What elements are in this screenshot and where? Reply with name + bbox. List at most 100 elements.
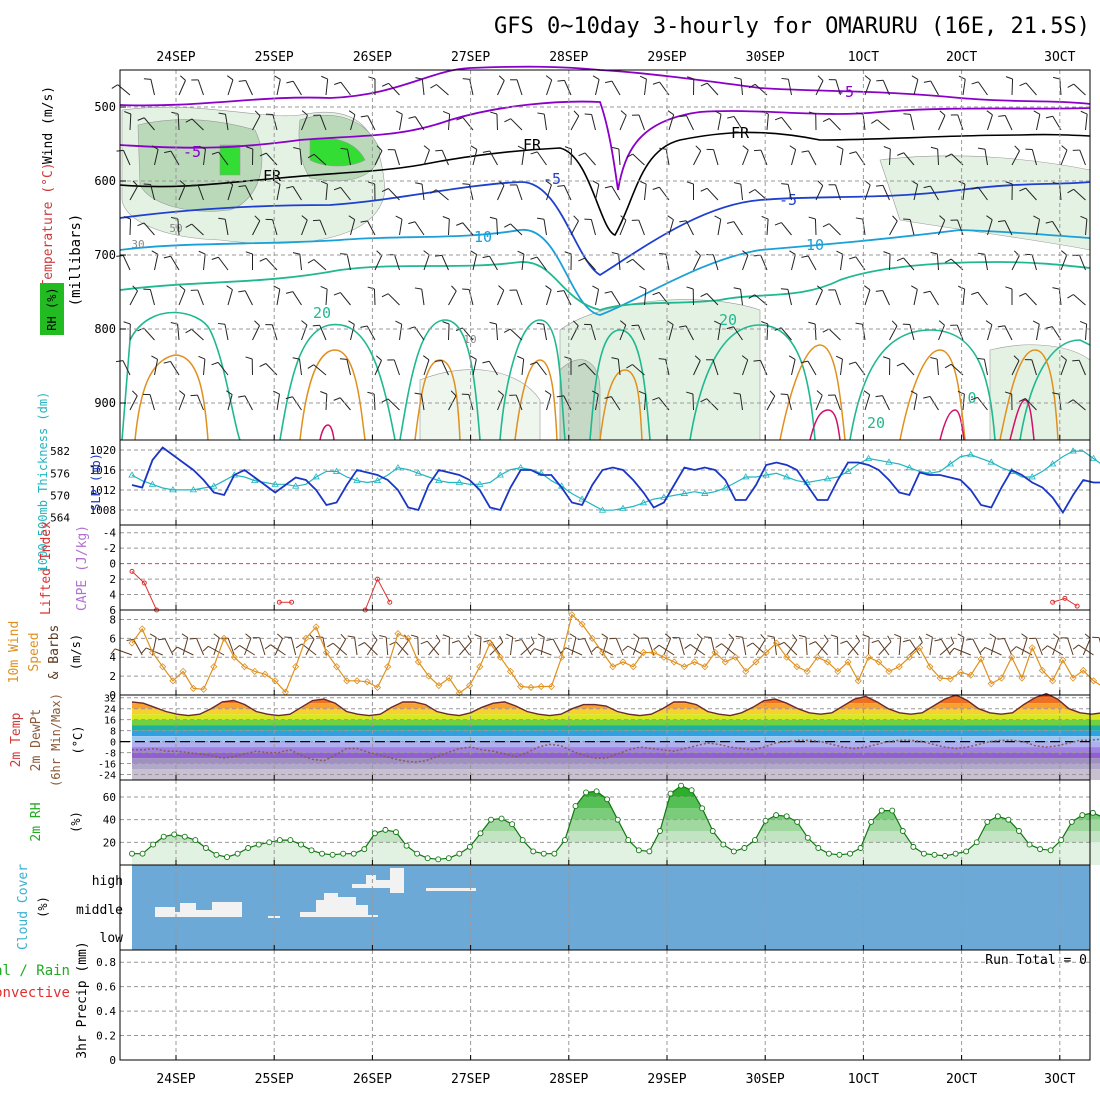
cloud-block <box>366 875 376 888</box>
wind-barb-feather <box>777 641 785 646</box>
li-tick-label: 2 <box>109 573 116 586</box>
wind-barb <box>421 79 425 96</box>
wind-barb-feather <box>855 217 863 220</box>
slp-line <box>131 446 1100 515</box>
wind-barb-feather <box>569 633 577 638</box>
wind-barb <box>252 115 261 131</box>
wind-barb-feather <box>198 355 206 360</box>
wind-barb-feather <box>340 147 348 150</box>
wind-barb-feather <box>855 322 863 325</box>
wind-barb-feather <box>978 147 986 150</box>
rh-point <box>456 850 463 857</box>
wind-barb-feather <box>308 633 315 640</box>
wind-barb <box>521 149 525 166</box>
wind-barb-feather <box>557 79 565 82</box>
wind-barb <box>239 645 256 656</box>
wind-barb-feather <box>715 643 722 648</box>
wind-barb-feather <box>977 252 985 255</box>
wind-speed-point <box>895 663 903 671</box>
wind-barb <box>864 289 871 306</box>
wind-barb-feather <box>564 251 572 255</box>
wind-barb-feather <box>334 81 342 85</box>
wind-speed-point <box>506 667 515 675</box>
rh-point <box>403 842 410 849</box>
wind-barb-feather <box>273 390 280 395</box>
wind-barb <box>373 393 376 411</box>
wind-barb <box>644 289 647 306</box>
wind-barb-feather <box>801 255 809 258</box>
wind-speed-point <box>568 611 576 619</box>
ylabel-lifted-index: Lifted Index <box>39 521 54 615</box>
wind-barb <box>458 641 472 656</box>
wind-barb <box>706 187 719 201</box>
wind-barb <box>536 361 547 376</box>
wind-barb-feather <box>185 223 193 228</box>
wind-barb <box>1031 359 1037 376</box>
wind-barb-feather <box>856 112 864 115</box>
x-label-top: 28SEP <box>549 50 588 65</box>
wind-barb <box>868 636 870 656</box>
rh-point <box>181 833 188 840</box>
wind-barb <box>685 325 694 341</box>
lifted-index-line <box>1052 597 1078 607</box>
rh-point <box>160 833 167 840</box>
wind-speed-point <box>793 663 801 671</box>
wind-speed-point <box>261 670 269 678</box>
wind-barb <box>565 647 583 656</box>
wind-barb <box>766 323 769 341</box>
lifted-index-point <box>1050 599 1056 605</box>
wind-barb <box>889 325 898 341</box>
wind-barb <box>834 289 841 306</box>
wind-barb <box>564 80 572 96</box>
wind-barb <box>469 79 474 96</box>
wind-barb <box>227 79 234 96</box>
wind-barb <box>889 253 891 271</box>
wind-barb <box>143 222 155 236</box>
contour-label: 30 <box>131 238 144 251</box>
wind-barb <box>742 637 747 656</box>
thickness-point <box>476 480 484 487</box>
wind-tick-label: 2 <box>109 670 116 683</box>
wind-barb-feather <box>930 146 938 150</box>
wind-speed-point <box>240 663 249 671</box>
wind-barb-feather <box>823 634 829 641</box>
wind-barb-feather <box>816 390 823 396</box>
wind-speed-point <box>210 663 218 671</box>
lifted-index-point <box>129 568 135 574</box>
wind-barb <box>149 289 155 306</box>
wind-barb <box>835 79 841 96</box>
wind-barb <box>1067 637 1074 656</box>
wind-barb <box>448 290 457 306</box>
wind-barb-feather <box>498 285 505 291</box>
wind-barb <box>913 79 919 96</box>
wind-barb <box>787 289 792 306</box>
rh-point <box>361 846 368 853</box>
rh-tick-label: 40 <box>103 814 116 827</box>
wind-barb-feather <box>151 250 159 255</box>
x-label-bottom: 2OCT <box>946 1072 977 1087</box>
rh-point <box>604 796 611 803</box>
wind-barb <box>536 256 547 271</box>
wind-barb-feather <box>930 356 938 360</box>
wind-barb <box>615 638 624 656</box>
temp-color-band <box>132 714 1100 720</box>
cloud-block <box>376 880 390 888</box>
wind-speed-point <box>230 653 238 661</box>
wind-barb-feather <box>504 118 511 123</box>
wind-barb-feather <box>679 325 687 328</box>
thickness-tick-label: 576 <box>50 467 70 480</box>
y-tick-label: 600 <box>94 174 116 188</box>
wind-barb <box>693 360 701 376</box>
wind-barb <box>178 80 186 96</box>
wind-barb-feather <box>286 80 294 84</box>
wind-barb <box>387 398 400 411</box>
wind-barb <box>972 638 982 656</box>
wind-barb-feather <box>658 252 667 255</box>
lifted-index-point <box>289 599 295 605</box>
wind-barb <box>170 361 180 376</box>
wind-barb-feather <box>694 355 701 361</box>
rh-point <box>224 854 230 861</box>
thickness-point <box>455 478 464 485</box>
wind-barb-feather <box>435 634 441 642</box>
wind-barb-feather <box>564 146 572 150</box>
